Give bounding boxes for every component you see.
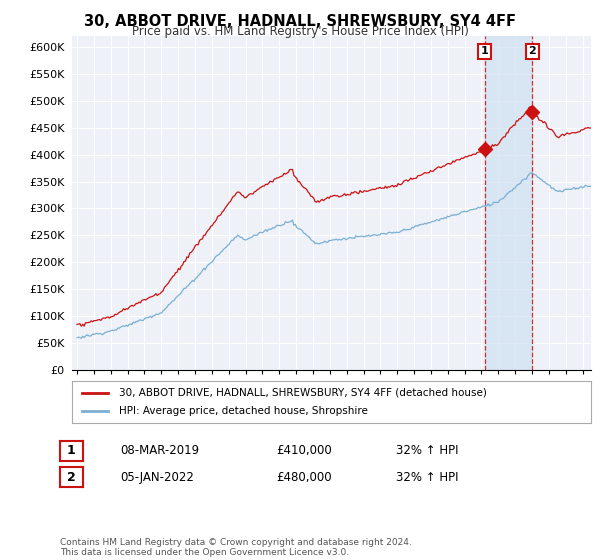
Text: 32% ↑ HPI: 32% ↑ HPI bbox=[396, 444, 458, 458]
Text: 08-MAR-2019: 08-MAR-2019 bbox=[120, 444, 199, 458]
Text: 2: 2 bbox=[529, 46, 536, 57]
Text: Contains HM Land Registry data © Crown copyright and database right 2024.
This d: Contains HM Land Registry data © Crown c… bbox=[60, 538, 412, 557]
Text: 30, ABBOT DRIVE, HADNALL, SHREWSBURY, SY4 4FF: 30, ABBOT DRIVE, HADNALL, SHREWSBURY, SY… bbox=[84, 14, 516, 29]
Text: 05-JAN-2022: 05-JAN-2022 bbox=[120, 470, 194, 484]
Text: HPI: Average price, detached house, Shropshire: HPI: Average price, detached house, Shro… bbox=[119, 406, 368, 416]
Text: 1: 1 bbox=[481, 46, 488, 57]
Text: 32% ↑ HPI: 32% ↑ HPI bbox=[396, 470, 458, 484]
Text: £480,000: £480,000 bbox=[276, 470, 332, 484]
Text: £410,000: £410,000 bbox=[276, 444, 332, 458]
Bar bbox=[485, 36, 532, 370]
Text: Price paid vs. HM Land Registry's House Price Index (HPI): Price paid vs. HM Land Registry's House … bbox=[131, 25, 469, 38]
Text: 30, ABBOT DRIVE, HADNALL, SHREWSBURY, SY4 4FF (detached house): 30, ABBOT DRIVE, HADNALL, SHREWSBURY, SY… bbox=[119, 388, 487, 398]
Text: 2: 2 bbox=[67, 470, 76, 484]
Text: 1: 1 bbox=[67, 444, 76, 458]
